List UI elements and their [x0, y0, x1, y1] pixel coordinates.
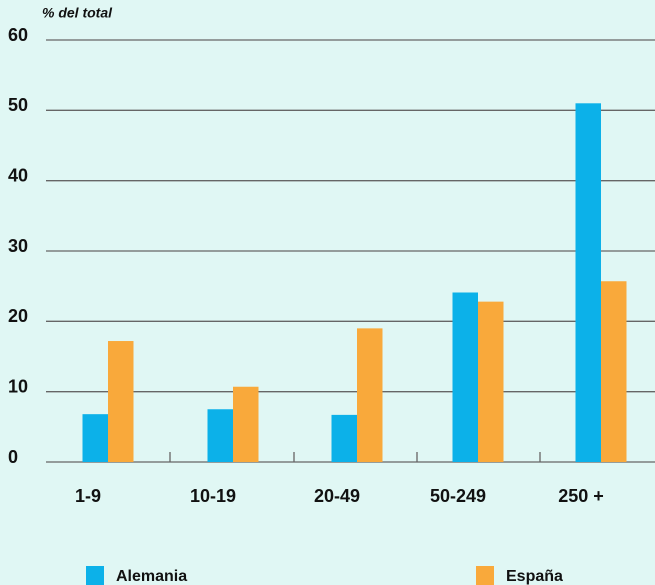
bar [452, 292, 478, 462]
bar [575, 103, 601, 463]
legend-swatch [476, 566, 494, 585]
x-tick-label: 50-249 [430, 486, 486, 506]
y-tick-label: 20 [8, 306, 28, 326]
bar [331, 414, 357, 462]
x-tick-label: 1-9 [75, 486, 101, 506]
y-tick-label: 60 [8, 25, 28, 45]
bar [357, 328, 383, 462]
legend-label: España [506, 568, 563, 585]
y-tick-label: 0 [8, 447, 18, 467]
bar [207, 409, 233, 462]
y-tick-label: 10 [8, 376, 28, 396]
y-tick-label: 30 [8, 236, 28, 256]
y-tick-label: 50 [8, 95, 28, 115]
y-tick-label: 40 [8, 165, 28, 185]
bar [601, 281, 627, 462]
x-tick-label: 20-49 [314, 486, 360, 506]
separators [169, 452, 541, 462]
bar [82, 414, 108, 462]
legend-swatch [86, 566, 104, 585]
legend-label: Alemania [116, 568, 187, 585]
axis-title: % del total [42, 5, 113, 21]
x-tick-label: 10-19 [190, 486, 236, 506]
bar [478, 301, 504, 462]
bar [108, 341, 134, 462]
bar [233, 386, 259, 462]
x-tick-label: 250 + [558, 486, 604, 506]
